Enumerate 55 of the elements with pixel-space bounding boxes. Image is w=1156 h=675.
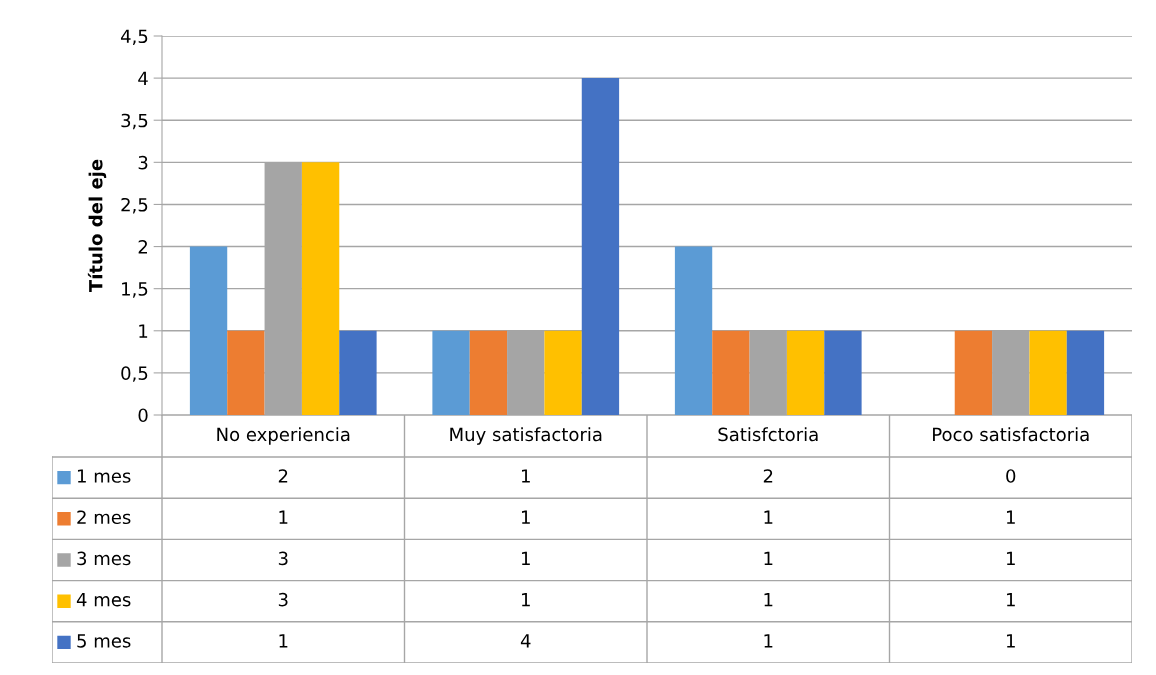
data-label: 3 bbox=[278, 592, 288, 607]
bar bbox=[189, 246, 228, 415]
y-tick-label: 0,5 bbox=[121, 366, 148, 382]
data-label: 0 bbox=[1006, 469, 1016, 483]
legend-label: 4 mes bbox=[76, 593, 131, 607]
x-tick-label: No experiencia bbox=[217, 427, 350, 445]
data-label: 1 bbox=[521, 469, 530, 483]
x-tick-label: Poco satisfactoria bbox=[933, 427, 1089, 442]
data-label: 1 bbox=[279, 510, 288, 524]
y-tick-label: 3,5 bbox=[121, 113, 148, 130]
data-label: 4 bbox=[520, 634, 531, 648]
y-tick-label: 3 bbox=[138, 155, 148, 170]
y-tick-label: 1 bbox=[139, 324, 148, 338]
data-label: 1 bbox=[1006, 593, 1015, 607]
data-label: 1 bbox=[1006, 551, 1015, 565]
data-label: 1 bbox=[521, 593, 530, 607]
bar bbox=[1066, 330, 1105, 415]
bar bbox=[544, 330, 582, 415]
bar bbox=[954, 330, 993, 415]
y-tick-label: 4,5 bbox=[120, 29, 148, 45]
y-tick-label: 1,5 bbox=[122, 282, 148, 298]
legend-label: 1 mes bbox=[77, 469, 131, 483]
y-tick-label: 2 bbox=[138, 240, 147, 254]
data-label: 1 bbox=[764, 510, 773, 524]
bar bbox=[581, 78, 620, 415]
data-label: 1 bbox=[1006, 510, 1015, 524]
bar bbox=[469, 330, 508, 415]
x-tick-label: Satisfctoria bbox=[718, 427, 818, 442]
bar bbox=[1029, 330, 1067, 415]
bar bbox=[227, 330, 265, 415]
legend-label: 5 mes bbox=[77, 634, 131, 648]
bar bbox=[432, 330, 470, 415]
data-label: 2 bbox=[278, 469, 288, 483]
data-label: 1 bbox=[1006, 634, 1015, 648]
y-axis-title: Título del eje bbox=[87, 159, 107, 293]
x-tick-label: Muy satisfactoria bbox=[450, 427, 602, 445]
data-label: 1 bbox=[521, 551, 530, 565]
legend-label: 3 mes bbox=[77, 551, 131, 566]
legend-label: 2 mes bbox=[77, 510, 131, 525]
bar bbox=[674, 246, 713, 415]
data-label: 1 bbox=[521, 510, 530, 524]
data-label: 1 bbox=[279, 634, 288, 648]
data-label: 1 bbox=[764, 593, 773, 607]
y-tick-label: 2,5 bbox=[121, 197, 148, 214]
bar bbox=[339, 330, 377, 415]
bar bbox=[301, 162, 340, 415]
y-tick-label: 0 bbox=[138, 408, 148, 423]
data-label: 1 bbox=[764, 551, 773, 565]
y-tick-label: 4 bbox=[138, 71, 148, 85]
bar bbox=[712, 330, 750, 415]
data-label: 1 bbox=[764, 634, 773, 648]
bar bbox=[824, 330, 862, 415]
data-label: 2 bbox=[763, 469, 773, 483]
bar bbox=[786, 330, 825, 415]
data-label: 3 bbox=[278, 551, 288, 566]
